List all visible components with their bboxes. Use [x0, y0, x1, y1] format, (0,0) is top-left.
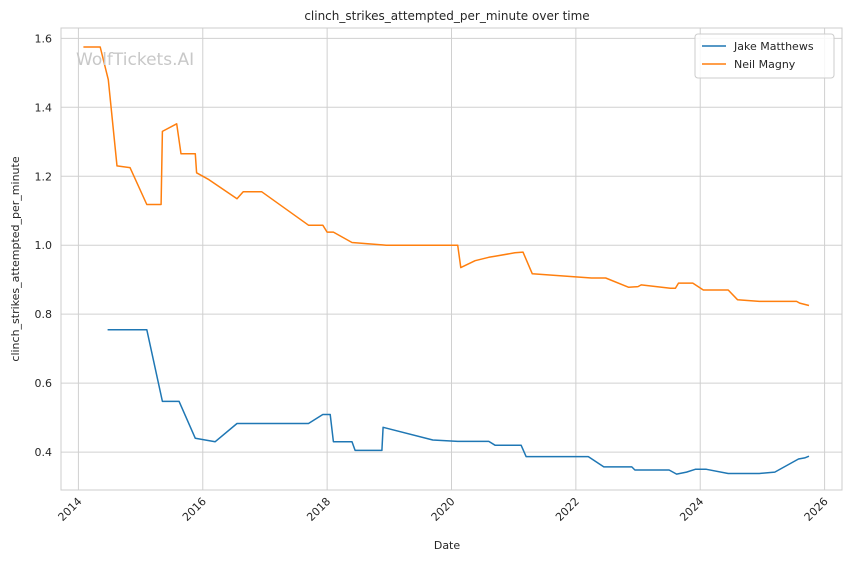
series-line-neil-magny: [83, 46, 810, 307]
y-tick-label: 0.8: [35, 308, 53, 321]
legend-label-neil-magny: Neil Magny: [734, 58, 796, 71]
x-tick-label: 2026: [802, 495, 831, 524]
plot-frame: [60, 27, 843, 491]
y-axis-label: clinch_strikes_attempted_per_minute: [9, 156, 22, 361]
x-tick-label: 2020: [429, 495, 458, 524]
grid: [61, 28, 842, 490]
y-tick-label: 0.6: [35, 377, 53, 390]
x-tick-label: 2016: [180, 495, 209, 524]
legend: Jake Matthews Neil Magny: [694, 33, 835, 79]
watermark: WolfTickets.AI: [76, 50, 194, 70]
y-tick-label: 0.4: [35, 446, 53, 459]
y-tick-labels: 0.4 0.6 0.8 1.0 1.2 1.4 1.6: [35, 32, 53, 459]
x-tick-label: 2022: [553, 495, 582, 524]
legend-box: [694, 33, 835, 79]
x-tick-labels: 2014 2016 2018 2020 2022 2024 2026: [56, 495, 831, 524]
x-tick-label: 2014: [56, 495, 85, 524]
y-tick-label: 1.2: [35, 170, 53, 183]
x-tick-label: 2024: [677, 495, 706, 524]
series-lines: [83, 46, 810, 475]
x-tick-label: 2018: [304, 495, 333, 524]
y-tick-label: 1.4: [35, 101, 53, 114]
legend-label-jake-matthews: Jake Matthews: [733, 40, 814, 53]
chart-title: clinch_strikes_attempted_per_minute over…: [304, 9, 589, 23]
x-axis-label: Date: [434, 539, 461, 552]
y-tick-label: 1.0: [35, 239, 53, 252]
y-tick-label: 1.6: [35, 32, 53, 45]
series-line-jake-matthews: [107, 328, 810, 475]
